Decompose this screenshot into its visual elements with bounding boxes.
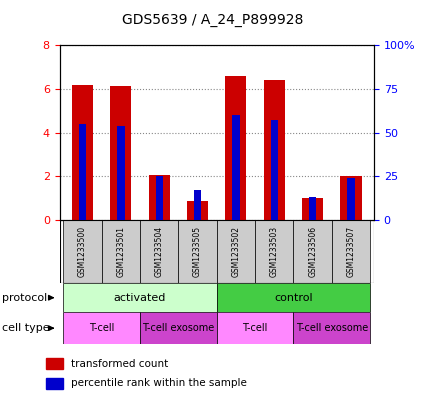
Text: T-cell exosome: T-cell exosome (296, 323, 368, 333)
Text: cell type: cell type (2, 323, 50, 333)
Bar (46, 358, 63, 369)
Bar (194, 190, 201, 220)
Text: GSM1233505: GSM1233505 (193, 226, 202, 277)
Text: GSM1233503: GSM1233503 (270, 226, 279, 277)
Text: activated: activated (114, 293, 166, 303)
Bar (140, 220, 178, 283)
Bar (309, 197, 316, 220)
Text: GSM1233501: GSM1233501 (116, 226, 125, 277)
Text: GSM1233502: GSM1233502 (232, 226, 241, 277)
Bar (225, 76, 246, 220)
Bar (110, 86, 131, 220)
Bar (178, 220, 217, 283)
Bar (187, 202, 208, 220)
Bar (271, 120, 278, 220)
Text: GDS5639 / A_24_P899928: GDS5639 / A_24_P899928 (122, 13, 303, 27)
Bar (149, 175, 170, 220)
Bar (264, 80, 285, 220)
Bar (232, 115, 240, 220)
Text: T-cell exosome: T-cell exosome (142, 323, 215, 333)
Bar (255, 220, 293, 283)
Bar (72, 84, 93, 220)
Bar (217, 283, 370, 312)
Bar (217, 220, 255, 283)
Bar (340, 176, 362, 220)
Bar (156, 176, 163, 220)
Text: GSM1233500: GSM1233500 (78, 226, 87, 277)
Bar (46, 378, 63, 389)
Bar (293, 220, 332, 283)
Bar (63, 312, 140, 344)
Bar (293, 312, 370, 344)
Text: protocol: protocol (2, 293, 47, 303)
Text: T-cell: T-cell (89, 323, 114, 333)
Bar (117, 126, 125, 220)
Bar (332, 220, 370, 283)
Text: GSM1233507: GSM1233507 (346, 226, 355, 277)
Bar (63, 220, 102, 283)
Bar (102, 220, 140, 283)
Text: T-cell: T-cell (242, 323, 268, 333)
Text: GSM1233506: GSM1233506 (308, 226, 317, 277)
Text: percentile rank within the sample: percentile rank within the sample (71, 378, 246, 388)
Bar (140, 312, 217, 344)
Bar (63, 283, 217, 312)
Text: transformed count: transformed count (71, 359, 168, 369)
Text: GSM1233504: GSM1233504 (155, 226, 164, 277)
Bar (347, 178, 355, 220)
Bar (217, 312, 293, 344)
Bar (79, 124, 86, 220)
Bar (302, 198, 323, 220)
Text: control: control (274, 293, 313, 303)
